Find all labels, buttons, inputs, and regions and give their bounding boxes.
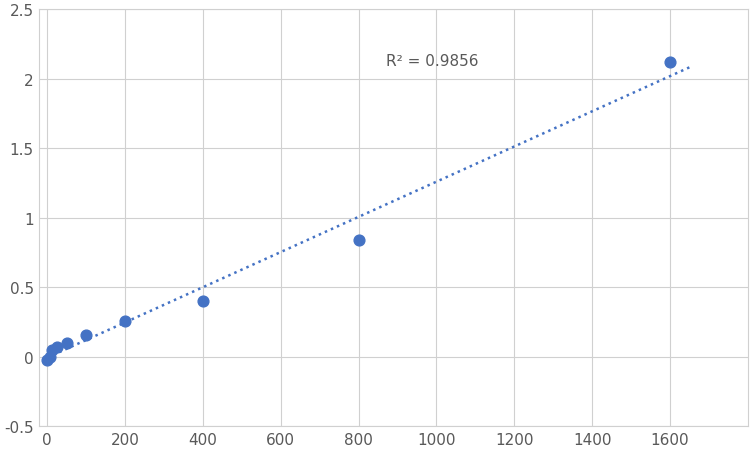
Point: [353, 237, 365, 244]
Point: [51, 344, 63, 351]
Point: [80, 331, 92, 338]
Point: [44, 354, 56, 361]
Point: [197, 298, 209, 305]
Point: [41, 356, 53, 364]
Text: R² = 0.9856: R² = 0.9856: [386, 54, 478, 69]
Point: [664, 59, 676, 66]
Point: [61, 340, 73, 347]
Point: [119, 318, 131, 325]
Point: [46, 346, 58, 354]
